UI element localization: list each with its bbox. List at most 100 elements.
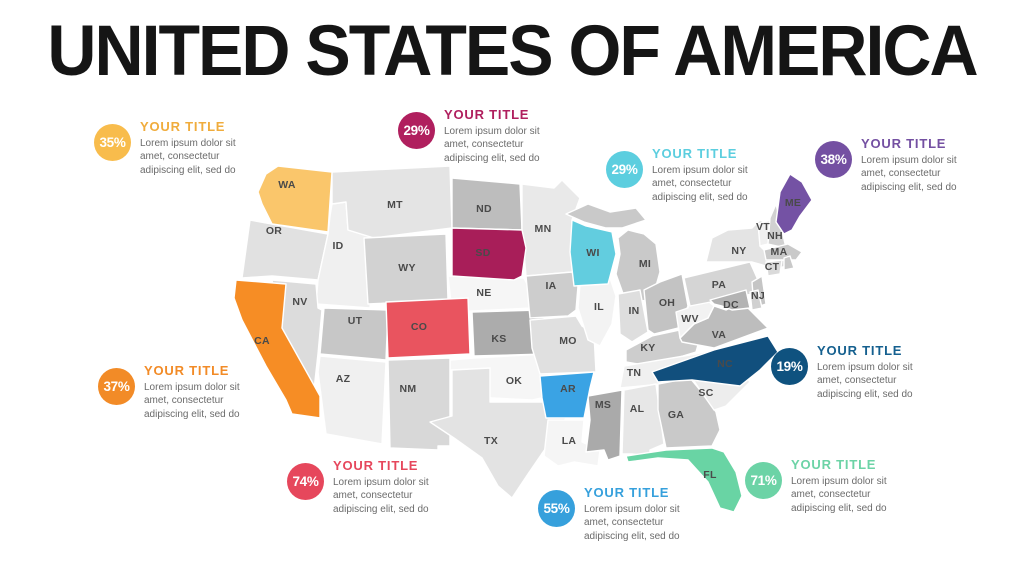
- page-title: UNITED STATES OF AMERICA: [47, 11, 978, 91]
- state-label-NM: NM: [400, 383, 417, 395]
- percent-badge-nc: 19%: [771, 348, 808, 385]
- usa-map-svg: OR ID MT ND MN NV UT WY NE KS OK AZ NM TX IA MO LA MI IL IN…: [233, 165, 813, 513]
- state-MD: [709, 289, 751, 311]
- callout-description-wa: Lorem ipsum dolor sit amet, consectetur …: [140, 137, 236, 176]
- callout-wa: 35% YOUR TITLE Lorem ipsum dolor sit amet,…: [94, 119, 258, 177]
- callout-description-ca: Lorem ipsum dolor sit amet, consectetur …: [144, 381, 240, 420]
- state-label-NC: NC: [717, 358, 733, 370]
- callout-text-fl-green: YOUR TITLE Lorem ipsum dolor sit amet, co…: [791, 457, 909, 515]
- callout-text-wa: YOUR TITLE Lorem ipsum dolor sit amet, co…: [140, 119, 258, 177]
- state-MI-UP: [565, 203, 647, 229]
- state-label-MA: MA: [771, 246, 788, 258]
- state-label-WY: WY: [398, 262, 416, 274]
- state-label-ND: ND: [476, 203, 492, 215]
- callout-description-nc: Lorem ipsum dolor sit amet, consectetur …: [817, 361, 913, 400]
- callout-description-sd: Lorem ipsum dolor sit amet, consectetur …: [444, 125, 540, 164]
- percent-badge-sd: 29%: [398, 112, 435, 149]
- state-label-MO: MO: [559, 335, 577, 347]
- percent-badge-wi: 29%: [606, 151, 643, 188]
- state-label-MS: MS: [595, 399, 611, 411]
- callout-title-co: YOUR TITLE: [333, 458, 419, 473]
- state-label-IN: IN: [628, 305, 639, 317]
- state-label-CT: CT: [765, 261, 780, 273]
- state-WI: [569, 219, 617, 287]
- state-label-AR: AR: [560, 383, 576, 395]
- callout-title-me: YOUR TITLE: [861, 136, 947, 151]
- state-RI: [783, 255, 795, 271]
- state-label-VA: VA: [712, 329, 727, 341]
- state-label-WI: WI: [586, 247, 599, 259]
- state-label-LA: LA: [562, 435, 577, 447]
- state-label-DC: DC: [723, 299, 739, 311]
- callout-description-me: Lorem ipsum dolor sit amet, consectetur …: [861, 154, 957, 193]
- state-label-FL: FL: [703, 469, 717, 481]
- callout-title-ca: YOUR TITLE: [144, 363, 230, 378]
- state-label-OK: OK: [506, 375, 522, 387]
- state-label-WV: WV: [681, 313, 699, 325]
- state-IN: [617, 289, 649, 343]
- callout-title-wi: YOUR TITLE: [652, 146, 738, 161]
- callout-description-fl-green: Lorem ipsum dolor sit amet, consectetur …: [791, 475, 887, 514]
- state-label-AZ: AZ: [336, 373, 351, 385]
- callout-sd: 29% YOUR TITLE Lorem ipsum dolor sit amet,…: [398, 107, 562, 165]
- percent-badge-fl-blue: 55%: [538, 490, 575, 527]
- state-MT: [331, 165, 453, 239]
- state-label-VT: VT: [756, 221, 770, 233]
- state-label-NH: NH: [767, 230, 783, 242]
- state-GA: [657, 377, 721, 449]
- state-FL: [625, 447, 743, 513]
- state-MS: [585, 389, 623, 461]
- callout-fl-green: 71% YOUR TITLE Lorem ipsum dolor sit amet,…: [745, 457, 909, 515]
- callout-me: 38% YOUR TITLE Lorem ipsum dolor sit amet,…: [815, 136, 979, 194]
- state-AZ: [317, 355, 387, 445]
- state-label-SC: SC: [698, 387, 713, 399]
- callout-ca: 37% YOUR TITLE Lorem ipsum dolor sit amet,…: [98, 363, 262, 421]
- state-label-WA: WA: [278, 179, 296, 191]
- state-CO: [385, 297, 471, 359]
- state-label-NE: NE: [476, 287, 491, 299]
- callout-title-fl-green: YOUR TITLE: [791, 457, 877, 472]
- callout-description-co: Lorem ipsum dolor sit amet, consectetur …: [333, 476, 429, 515]
- callout-text-sd: YOUR TITLE Lorem ipsum dolor sit amet, co…: [444, 107, 562, 165]
- callout-title-nc: YOUR TITLE: [817, 343, 903, 358]
- state-MO: [529, 315, 597, 375]
- state-label-OR: OR: [266, 225, 282, 237]
- state-label-MN: MN: [535, 223, 552, 235]
- callout-description-fl-blue: Lorem ipsum dolor sit amet, consectetur …: [584, 503, 680, 542]
- callout-title-sd: YOUR TITLE: [444, 107, 530, 122]
- callout-text-fl-blue: YOUR TITLE Lorem ipsum dolor sit amet, co…: [584, 485, 702, 543]
- usa-map: OR ID MT ND MN NV UT WY NE KS OK AZ NM TX IA MO LA MI IL IN…: [228, 158, 818, 538]
- state-label-PA: PA: [712, 279, 727, 291]
- state-NM: [387, 357, 451, 451]
- state-label-OH: OH: [659, 297, 675, 309]
- state-label-CA: CA: [254, 335, 270, 347]
- state-WA: [257, 165, 333, 233]
- state-label-NJ: NJ: [751, 290, 765, 302]
- state-label-SD: SD: [475, 247, 490, 259]
- callout-co: 74% YOUR TITLE Lorem ipsum dolor sit amet,…: [287, 458, 451, 516]
- state-label-ME: ME: [785, 197, 801, 209]
- state-label-KS: KS: [491, 333, 506, 345]
- callout-text-wi: YOUR TITLE Lorem ipsum dolor sit amet, co…: [652, 146, 770, 204]
- state-AR: [539, 371, 595, 419]
- callout-text-nc: YOUR TITLE Lorem ipsum dolor sit amet, co…: [817, 343, 935, 401]
- percent-badge-co: 74%: [287, 463, 324, 500]
- state-label-TX: TX: [484, 435, 498, 447]
- state-SD: [451, 227, 527, 281]
- state-CA: [233, 279, 321, 419]
- state-CT: [765, 259, 783, 277]
- state-label-UT: UT: [348, 315, 363, 327]
- state-label-NV: NV: [292, 296, 307, 308]
- state-NC: [651, 335, 779, 387]
- state-label-IA: IA: [545, 280, 556, 292]
- state-IL: [577, 277, 617, 347]
- state-IA: [525, 271, 579, 319]
- state-label-MT: MT: [387, 199, 403, 211]
- callout-nc: 19% YOUR TITLE Lorem ipsum dolor sit amet,…: [771, 343, 935, 401]
- state-LA: [543, 419, 601, 467]
- state-label-GA: GA: [668, 409, 684, 421]
- callout-text-me: YOUR TITLE Lorem ipsum dolor sit amet, co…: [861, 136, 979, 194]
- state-label-KY: KY: [640, 342, 655, 354]
- percent-badge-wa: 35%: [94, 124, 131, 161]
- callout-text-co: YOUR TITLE Lorem ipsum dolor sit amet, co…: [333, 458, 451, 516]
